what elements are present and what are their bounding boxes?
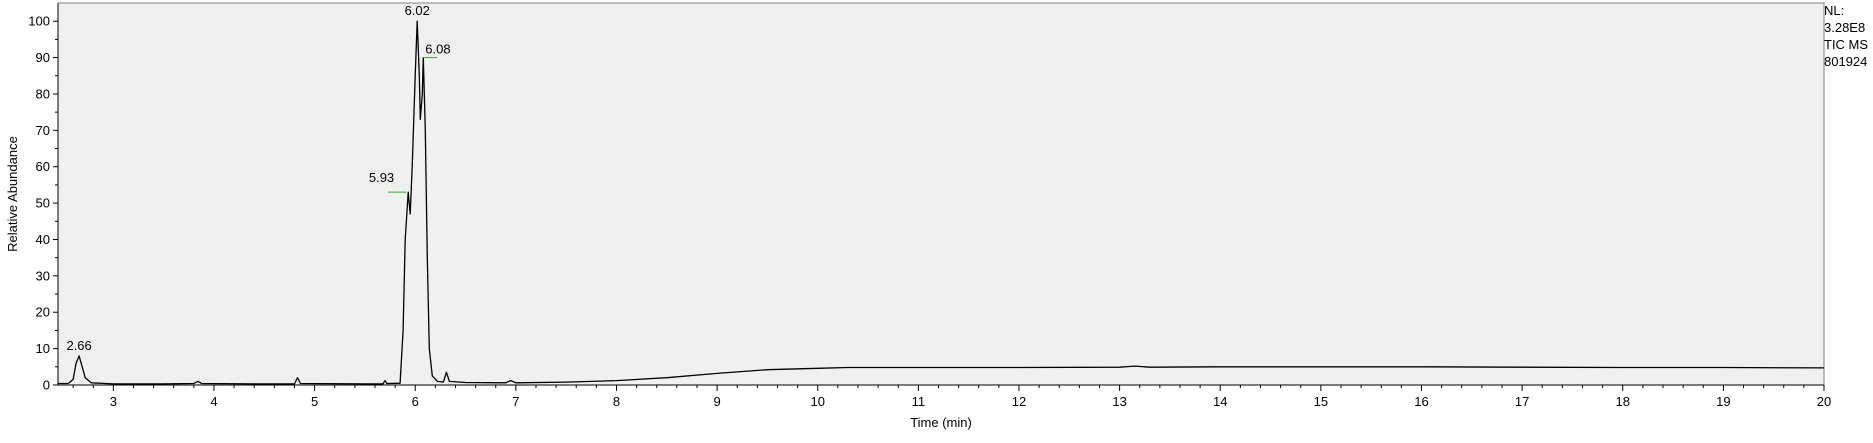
peak-label: 2.66 <box>66 338 91 353</box>
x-tick-label: 15 <box>1314 394 1328 409</box>
x-tick-label: 6 <box>412 394 419 409</box>
y-tick-label: 10 <box>36 341 50 356</box>
y-tick-label: 80 <box>36 86 50 101</box>
plot-area <box>57 2 1825 386</box>
y-axis-ticks: 0 10 20 30 40 50 60 70 80 90 100 <box>28 3 59 393</box>
x-axis-label: Time (min) <box>910 415 972 430</box>
y-tick-label: 0 <box>43 378 50 393</box>
x-tick-label: 19 <box>1716 394 1730 409</box>
x-tick-label: 9 <box>713 394 720 409</box>
chromatogram-trace <box>58 20 1825 385</box>
x-tick-label: 10 <box>810 394 824 409</box>
y-tick-label: 70 <box>36 123 50 138</box>
y-tick-label: 50 <box>36 196 50 211</box>
normalization-info: NL: 3.28E8 TIC MS 801924 <box>1824 2 1868 70</box>
peak-labels: 2.66 5.93 6.02 6.08 <box>66 3 450 353</box>
y-axis-label: Relative Abundance <box>5 136 20 252</box>
x-tick-label: 7 <box>512 394 519 409</box>
y-tick-label: 100 <box>28 14 50 29</box>
y-tick-label: 60 <box>36 159 50 174</box>
info-line: 801924 <box>1824 54 1868 69</box>
x-tick-label: 5 <box>311 394 318 409</box>
x-tick-label: 18 <box>1616 394 1630 409</box>
x-tick-label: 20 <box>1817 394 1831 409</box>
x-tick-label: 17 <box>1515 394 1529 409</box>
peak-label: 6.08 <box>425 42 450 57</box>
peak-label: 5.93 <box>369 170 394 185</box>
peak-label: 6.02 <box>405 3 430 18</box>
info-line: TIC MS <box>1824 37 1869 52</box>
x-tick-label: 3 <box>110 394 117 409</box>
x-tick-label: 13 <box>1112 394 1126 409</box>
x-tick-label: 16 <box>1414 394 1428 409</box>
trace-layer <box>58 20 1825 385</box>
info-line: 3.28E8 <box>1824 20 1866 35</box>
y-tick-label: 20 <box>36 305 50 320</box>
x-tick-label: 8 <box>613 394 620 409</box>
x-tick-label: 14 <box>1213 394 1227 409</box>
x-tick-label: 12 <box>1012 394 1026 409</box>
info-line: NL: <box>1824 3 1845 18</box>
y-tick-label: 30 <box>36 268 50 283</box>
x-tick-label: 11 <box>912 394 926 409</box>
y-tick-label: 40 <box>36 232 50 247</box>
y-tick-label: 90 <box>36 50 50 65</box>
x-axis-ticks: 3 4 5 6 7 8 9 10 11 12 13 14 15 16 17 18 19 20 <box>58 384 1831 409</box>
x-tick-label: 4 <box>210 394 217 409</box>
